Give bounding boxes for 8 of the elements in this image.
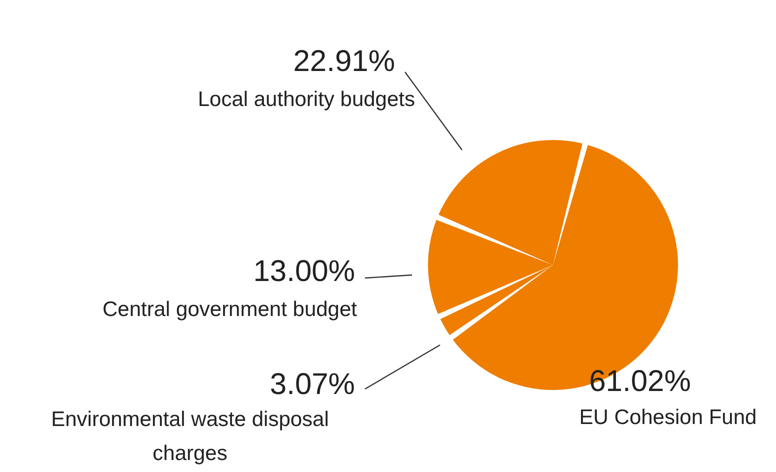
slice-label: Environmental waste disposal charges	[51, 408, 329, 465]
slice-label: EU Cohesion Fund	[579, 406, 757, 429]
slice-label: Local authority budgets	[198, 88, 415, 111]
data-label: 61.02%	[589, 365, 691, 398]
data-label: 22.91%	[293, 45, 395, 78]
data-label: 13.00%	[253, 255, 355, 288]
slice-label: Central government budget	[102, 298, 358, 321]
data-label: 3.07%	[270, 368, 355, 401]
